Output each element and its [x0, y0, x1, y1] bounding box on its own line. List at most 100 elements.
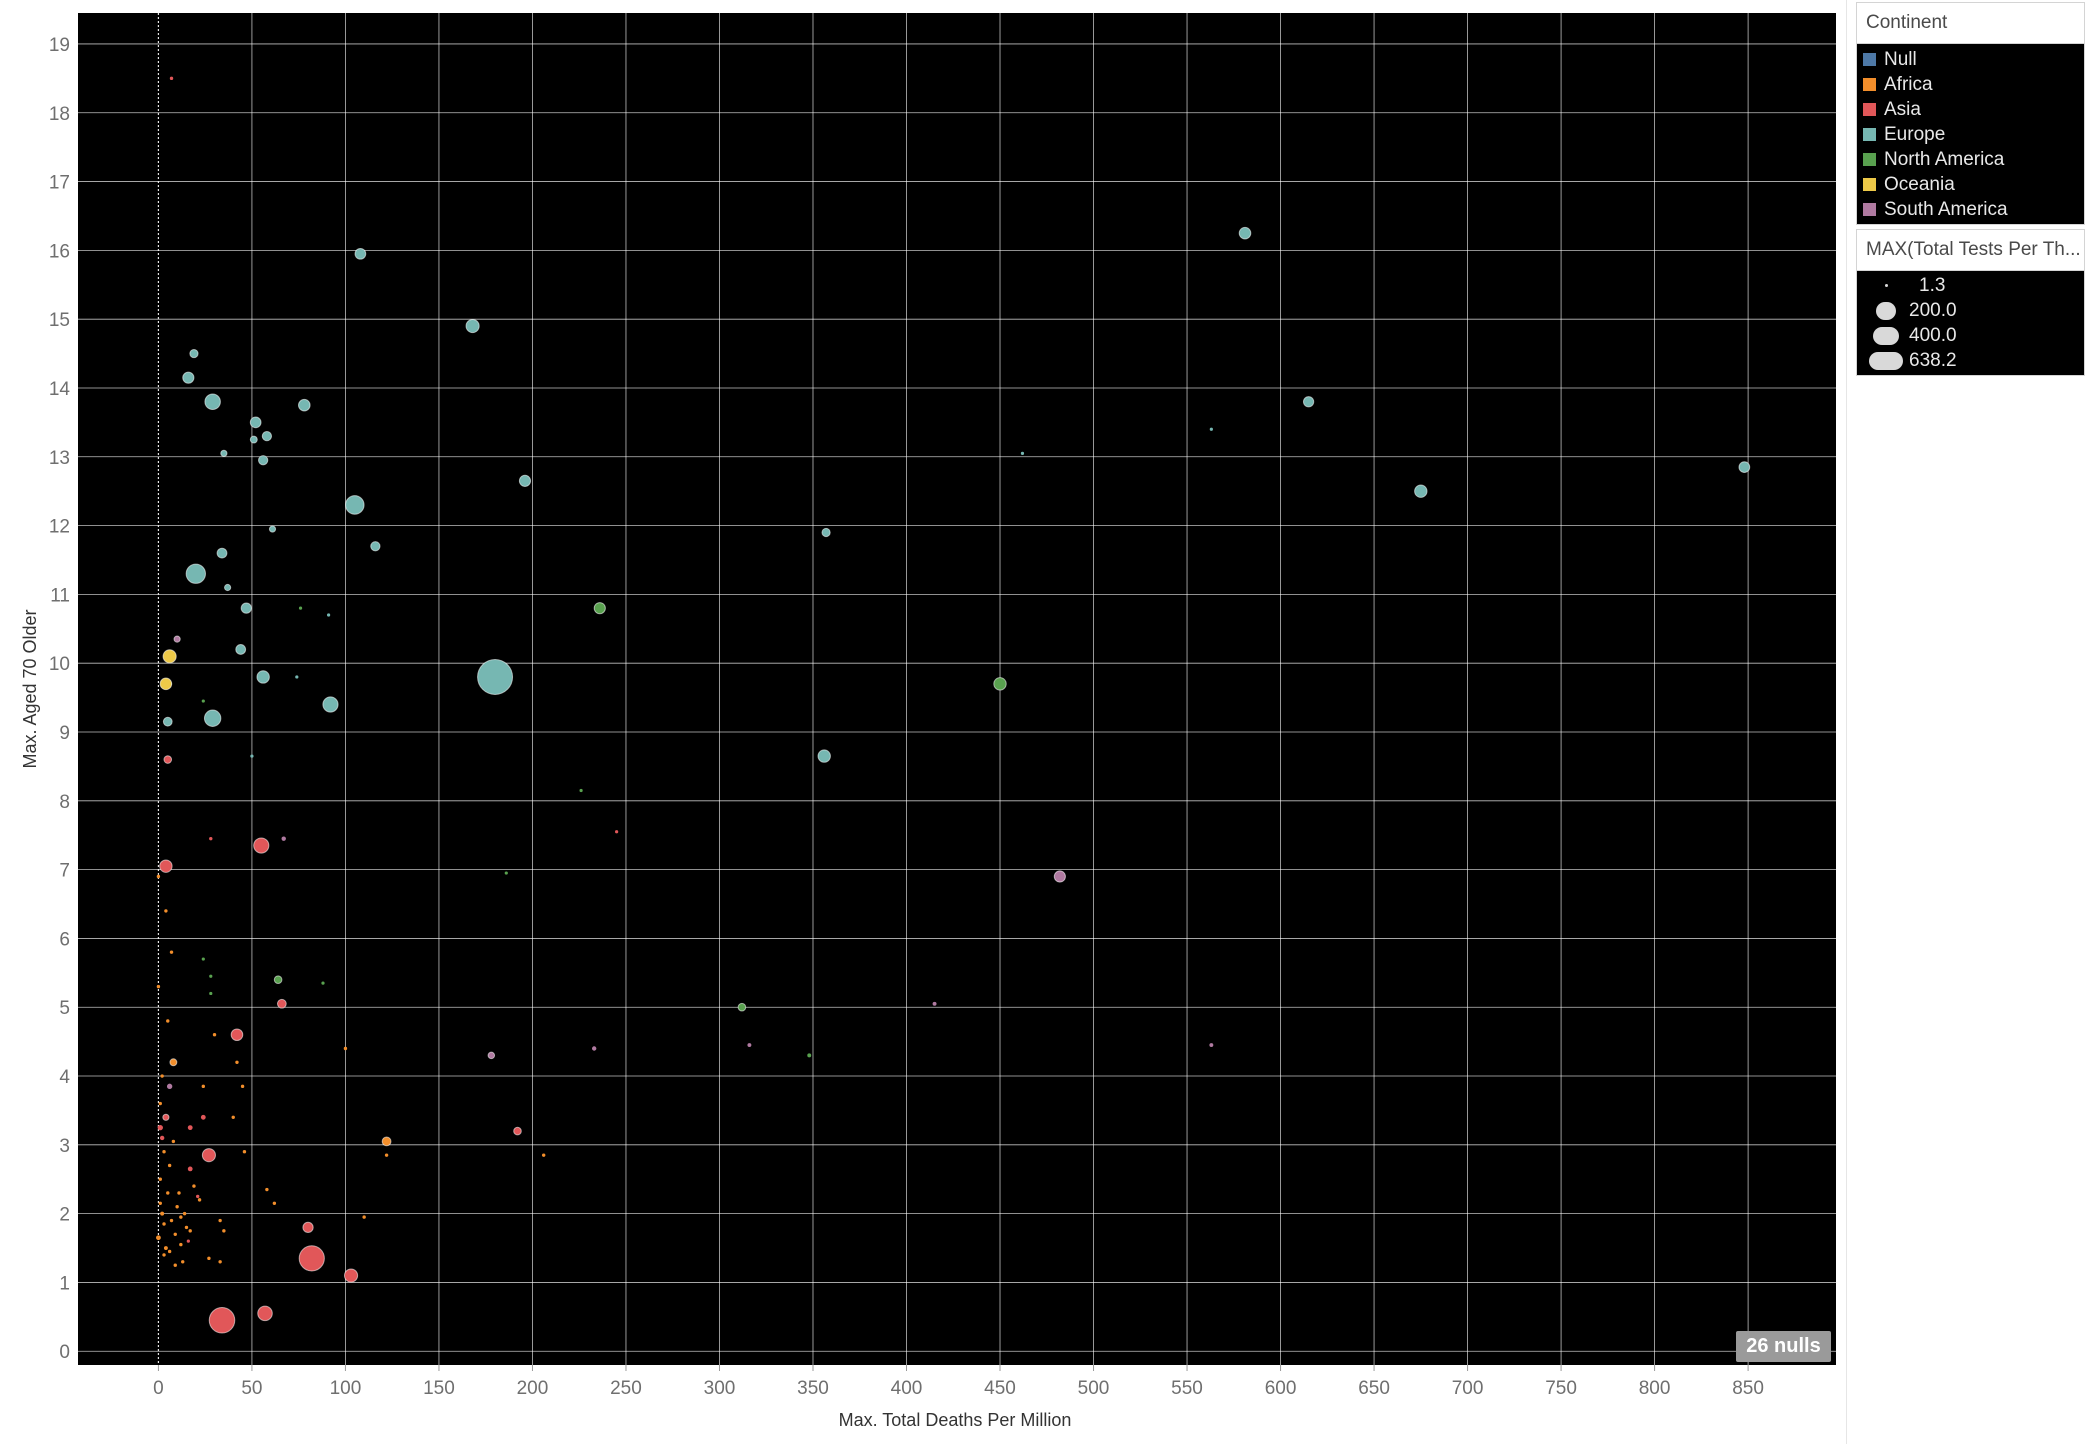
size-legend-item[interactable]: 1.3	[1857, 273, 2084, 298]
data-point[interactable]	[249, 416, 262, 429]
data-point[interactable]	[231, 1115, 235, 1120]
data-point[interactable]	[343, 1268, 359, 1283]
data-point[interactable]	[298, 398, 311, 412]
legend-item-africa[interactable]: Africa	[1857, 72, 2084, 97]
size-legend-item[interactable]: 400.0	[1857, 323, 2084, 348]
data-point[interactable]	[807, 1053, 812, 1058]
data-point[interactable]	[160, 1211, 165, 1216]
legend-item-europe[interactable]: Europe	[1857, 122, 2084, 147]
data-point[interactable]	[182, 1211, 187, 1216]
data-point[interactable]	[220, 449, 228, 457]
data-point[interactable]	[593, 602, 606, 615]
data-point[interactable]	[487, 1051, 496, 1060]
data-point[interactable]	[175, 1205, 179, 1209]
legend-item-oceania[interactable]: Oceania	[1857, 172, 2084, 197]
data-point[interactable]	[162, 1253, 166, 1257]
data-point[interactable]	[253, 837, 270, 854]
data-point[interactable]	[179, 1215, 183, 1219]
legend-item-south-america[interactable]: South America	[1857, 197, 2084, 222]
data-point[interactable]	[384, 1153, 389, 1157]
data-point[interactable]	[169, 1218, 174, 1223]
data-point[interactable]	[166, 1191, 170, 1195]
data-point[interactable]	[216, 547, 228, 559]
data-point[interactable]	[164, 909, 168, 913]
data-point[interactable]	[162, 1222, 166, 1226]
data-point[interactable]	[240, 602, 252, 614]
data-point[interactable]	[207, 1256, 211, 1261]
size-legend[interactable]: MAX(Total Tests Per Th... 1.3 200.0 400.0 6…	[1856, 229, 2085, 376]
data-point[interactable]	[188, 1229, 192, 1233]
data-point[interactable]	[159, 859, 173, 873]
data-point[interactable]	[1209, 427, 1213, 431]
data-point[interactable]	[209, 991, 213, 996]
data-point[interactable]	[258, 455, 269, 466]
data-point[interactable]	[276, 998, 287, 1009]
data-point[interactable]	[381, 1136, 392, 1147]
data-point[interactable]	[250, 754, 254, 758]
data-point[interactable]	[197, 1198, 202, 1202]
data-point[interactable]	[192, 1184, 196, 1188]
data-point[interactable]	[1414, 484, 1428, 498]
data-point[interactable]	[173, 1232, 177, 1236]
legend-item-null[interactable]: Null	[1857, 47, 2084, 72]
data-point[interactable]	[162, 1150, 166, 1154]
data-point[interactable]	[166, 1083, 173, 1090]
data-point[interactable]	[370, 541, 381, 552]
data-point[interactable]	[993, 677, 1007, 691]
data-point[interactable]	[195, 1194, 200, 1199]
data-point[interactable]	[157, 1124, 163, 1131]
data-point[interactable]	[327, 613, 331, 617]
data-point[interactable]	[177, 1191, 181, 1195]
data-point[interactable]	[204, 393, 221, 410]
data-point[interactable]	[222, 1229, 226, 1233]
data-point[interactable]	[249, 435, 258, 444]
data-point[interactable]	[179, 1242, 183, 1247]
data-point[interactable]	[591, 1046, 597, 1051]
data-point[interactable]	[209, 974, 213, 978]
data-point[interactable]	[159, 677, 173, 691]
data-point[interactable]	[201, 699, 205, 703]
data-point[interactable]	[160, 1074, 164, 1078]
data-point[interactable]	[344, 495, 365, 515]
data-point[interactable]	[156, 874, 161, 879]
data-point[interactable]	[817, 749, 831, 763]
data-point[interactable]	[322, 696, 339, 713]
data-point[interactable]	[298, 1245, 325, 1272]
data-point[interactable]	[268, 525, 277, 533]
data-point[interactable]	[932, 1001, 937, 1006]
data-point[interactable]	[158, 1101, 162, 1106]
data-point[interactable]	[1053, 870, 1066, 883]
data-point[interactable]	[158, 1201, 162, 1206]
data-point[interactable]	[242, 1150, 247, 1154]
data-point[interactable]	[513, 1126, 522, 1136]
data-point[interactable]	[159, 1135, 165, 1141]
data-point[interactable]	[156, 1235, 161, 1241]
data-point[interactable]	[212, 1033, 217, 1037]
data-point[interactable]	[169, 76, 174, 81]
data-point[interactable]	[185, 563, 206, 584]
data-point[interactable]	[171, 1139, 176, 1144]
data-point[interactable]	[162, 649, 177, 664]
data-point[interactable]	[541, 1153, 546, 1157]
legend-item-asia[interactable]: Asia	[1857, 97, 2084, 122]
data-point[interactable]	[235, 644, 247, 655]
data-point[interactable]	[579, 788, 583, 793]
data-point[interactable]	[218, 1218, 222, 1223]
data-point[interactable]	[200, 1114, 206, 1120]
size-legend-item[interactable]: 638.2	[1857, 348, 2084, 373]
data-point[interactable]	[167, 1249, 172, 1254]
data-point[interactable]	[163, 755, 173, 764]
data-point[interactable]	[230, 1028, 244, 1042]
data-point[interactable]	[166, 1019, 170, 1023]
data-point[interactable]	[163, 1246, 168, 1250]
data-point[interactable]	[272, 1201, 277, 1206]
data-point[interactable]	[518, 474, 532, 487]
legend-item-north-america[interactable]: North America	[1857, 147, 2084, 172]
data-point[interactable]	[184, 1225, 189, 1230]
data-point[interactable]	[298, 606, 303, 610]
data-point[interactable]	[201, 1084, 206, 1089]
data-point[interactable]	[321, 981, 325, 985]
data-point[interactable]	[201, 1148, 216, 1163]
data-point[interactable]	[201, 957, 205, 961]
data-point[interactable]	[173, 1263, 177, 1267]
